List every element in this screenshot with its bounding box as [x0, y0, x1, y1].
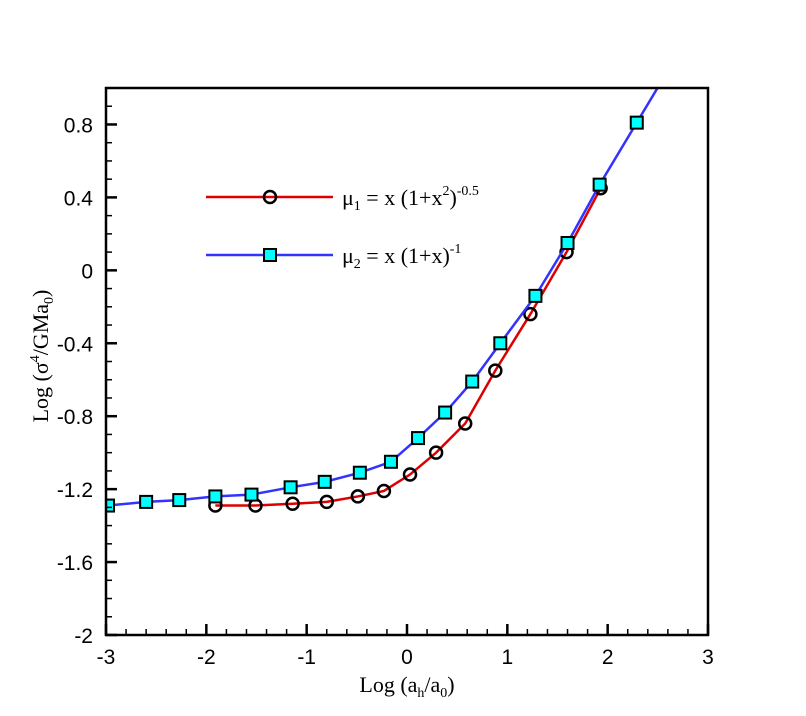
data-point-square [493, 336, 508, 351]
x-tick-label: -2 [197, 646, 216, 669]
series-1 [208, 181, 608, 513]
plot-frame [104, 86, 710, 637]
data-point-circle [523, 306, 538, 322]
data-point-square [592, 177, 607, 192]
y-tick-label: -0.4 [57, 333, 94, 356]
data-point-square [139, 494, 154, 509]
data-point-square [438, 405, 453, 420]
legend-marker-square [263, 248, 277, 262]
data-point-circle [488, 363, 503, 378]
x-axis-label: Log (ah/a0) [359, 672, 454, 701]
data-point-square [208, 489, 223, 504]
data-point-square [172, 493, 187, 508]
x-tick-label: 2 [602, 646, 614, 669]
data-point-square [528, 288, 543, 303]
y-tick-label: -2 [74, 625, 93, 648]
legend-entry-mu1: μ1 = x (1+x2)-0.5 [206, 184, 479, 214]
y-axis-label: Log (σ4/GMa0) [28, 290, 57, 423]
series-line [215, 187, 602, 507]
y-tick-label: -0.8 [57, 406, 93, 429]
data-point-square [383, 454, 398, 469]
x-tick-label: -1 [297, 646, 316, 669]
data-point-square [629, 115, 644, 130]
legend-marker-circle [262, 189, 278, 205]
legend-label-mu2: μ2 = x (1+x)-1 [342, 242, 461, 272]
y-tick-label: 0.4 [64, 187, 94, 210]
data-point-circle [402, 467, 418, 482]
y-tick-label: -1.6 [57, 552, 93, 575]
legend: μ1 = x (1+x2)-0.5 μ2 = x (1+x)-1 [206, 184, 479, 272]
series-layer [106, 88, 659, 513]
x-tick-label: 3 [702, 646, 714, 669]
data-point-square [283, 480, 298, 495]
x-tick-label: 1 [501, 646, 513, 669]
data-point-circle [457, 416, 473, 431]
y-tick-label: 0.8 [64, 114, 93, 137]
data-point-circle [350, 489, 366, 504]
data-point-square [244, 487, 259, 502]
series-2 [106, 88, 659, 513]
ticks-layer: -3 -2 -1 0 1 2 3-2-1.6-1.2-0.8-0.400.40.8 [57, 87, 714, 669]
data-point-square [560, 235, 575, 250]
data-point-square [465, 374, 480, 389]
data-point-square [106, 498, 116, 513]
y-tick-label: 0 [81, 260, 93, 283]
legend-entry-mu2: μ2 = x (1+x)-1 [206, 242, 461, 272]
data-point-circle [319, 494, 334, 510]
data-point-square [411, 431, 426, 446]
data-point-circle [376, 483, 392, 499]
y-tick-label: -1.2 [57, 479, 93, 502]
data-point-square [317, 474, 332, 489]
x-tick-label: 0 [401, 646, 413, 669]
data-point-square [352, 465, 367, 480]
x-tick-label: -3 [97, 646, 116, 669]
data-point-circle [285, 496, 300, 511]
legend-label-mu1: μ1 = x (1+x2)-0.5 [342, 184, 479, 214]
data-point-circle [428, 445, 444, 460]
